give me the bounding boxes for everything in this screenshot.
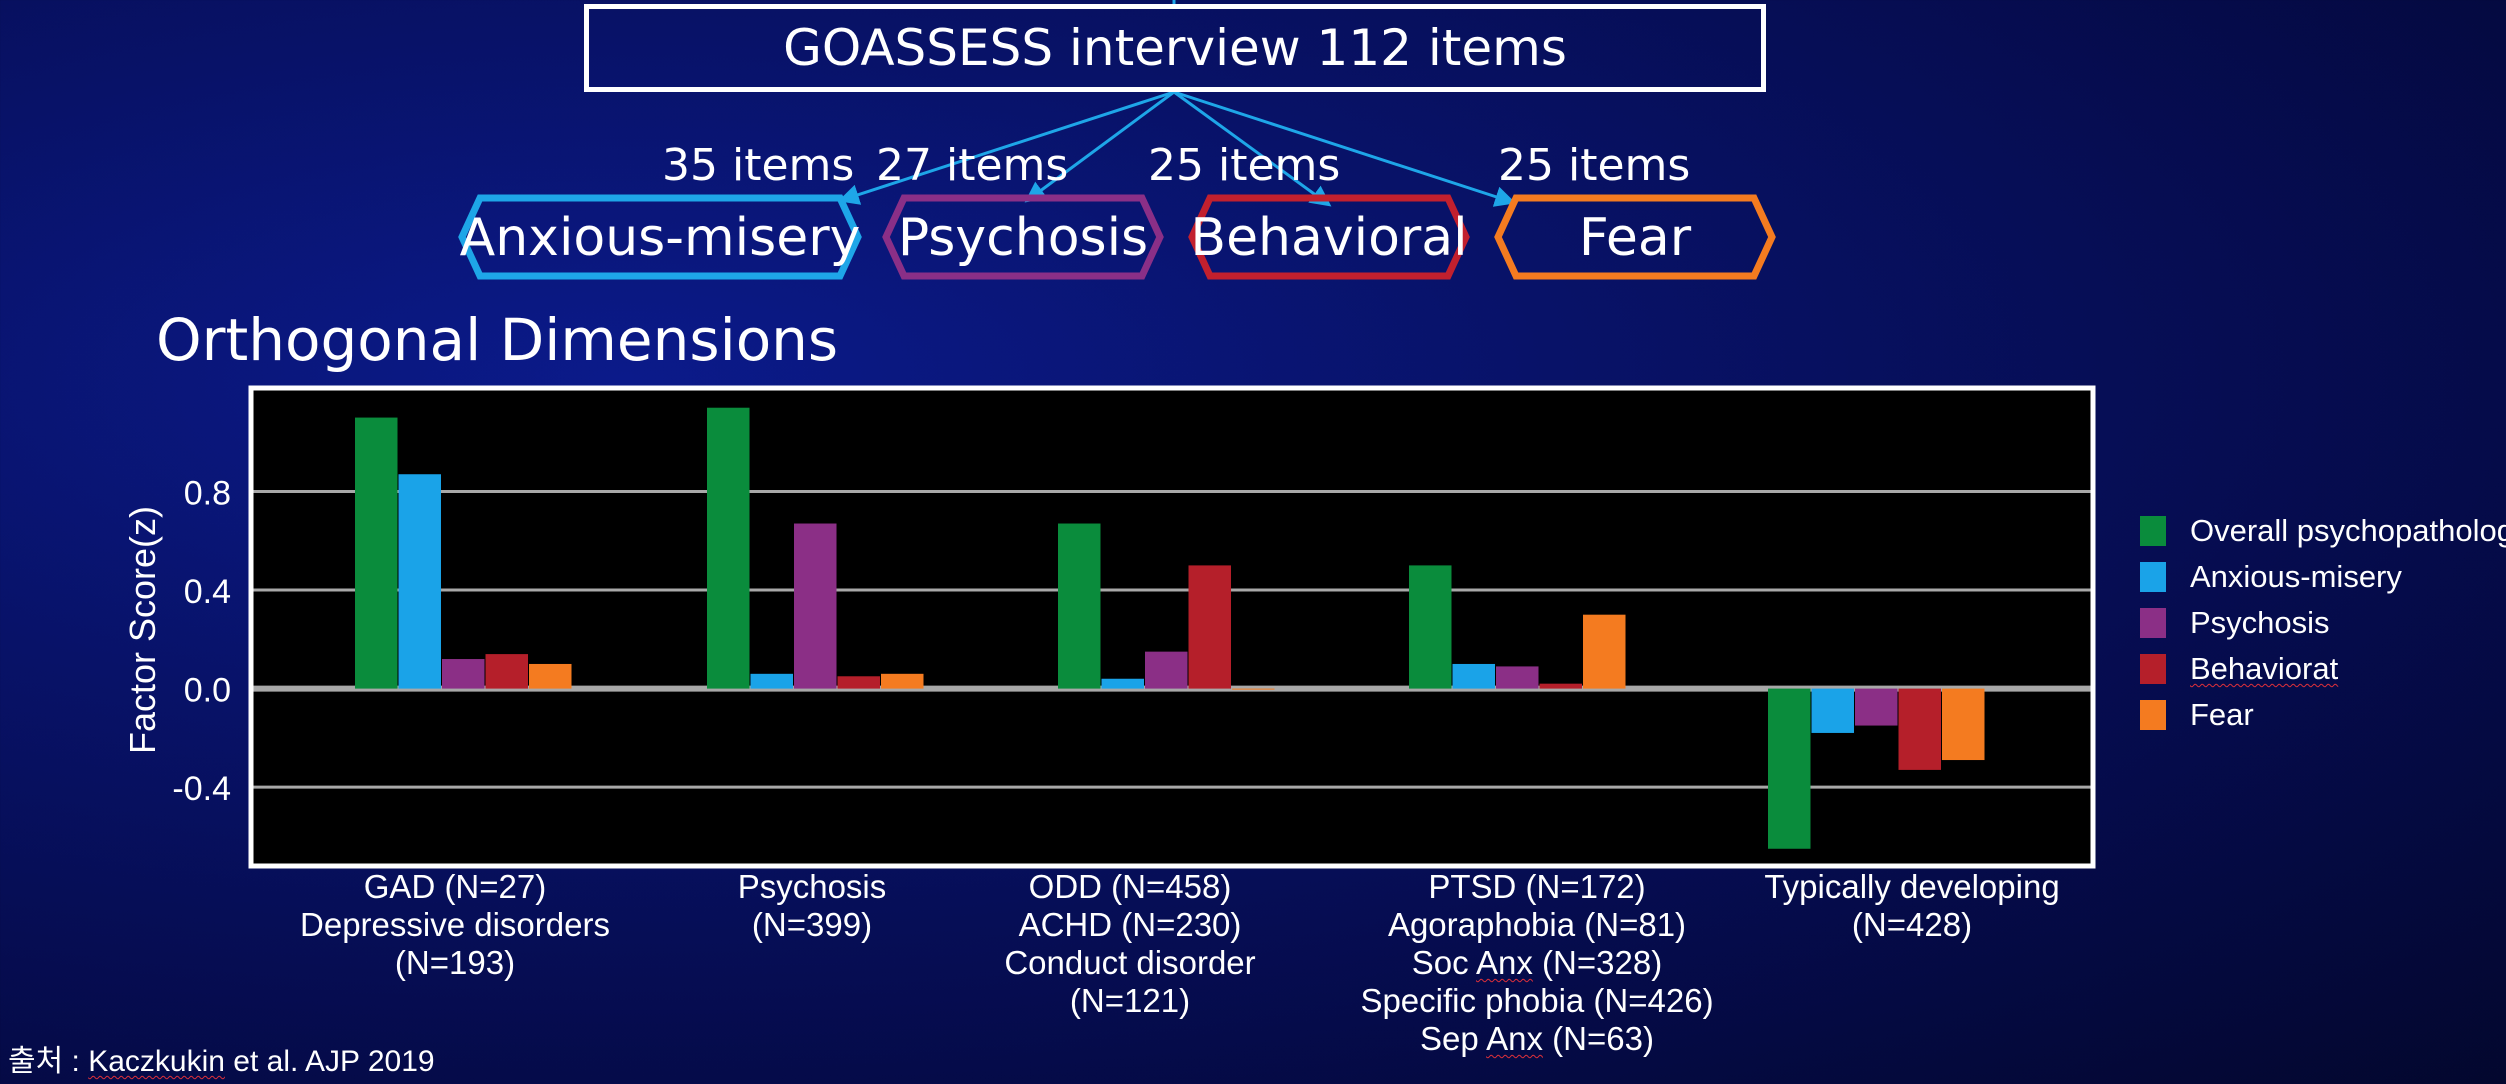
legend-item: Overall psychopathology [2140,508,2506,554]
x-category-line: (N=121) [1069,982,1191,1019]
x-category-label: GAD (N=27) Depressive disorders (N=193) [225,868,685,982]
bar [1452,663,1495,689]
count-anxious-misery: 35 items [662,140,855,191]
x-category-label: PTSD (N=172) Agoraphobia (N=81) Soc Anx (N… [1307,868,1767,1058]
legend-label: Overall psychopathology [2190,513,2506,548]
connector-arrow [838,90,1175,205]
y-tick-label: 0.8 [184,474,231,512]
bar [442,659,485,689]
x-category-line: ACHD (N=230) [1018,906,1242,943]
bar [750,673,793,689]
interview-title-box: GOASSESS interview 112 items [584,4,1766,92]
count-fear: 25 items [1498,140,1691,191]
bar [1539,683,1582,689]
legend-label: Behaviorat [2190,651,2339,686]
bar [1496,666,1539,689]
connector-arrows [838,0,1516,207]
bar [794,523,837,689]
x-category-line: Depressive disorders [300,906,610,943]
x-category-line: Soc Anx (N=328) [1411,944,1663,981]
bar [1811,688,1854,733]
legend-swatch [2140,608,2166,638]
y-tick-label: 0.0 [184,672,231,710]
y-axis-label: Factor Score(z) [122,506,163,754]
bar [837,676,880,689]
legend-label: Anxious-misery [2190,559,2402,594]
x-category-line: (N=399) [751,906,873,943]
legend-item: Behaviorat [2140,646,2506,692]
legend-swatch [2140,654,2166,684]
source-author: Kaczkukin [88,1045,225,1078]
connector-arrow [1173,90,1332,207]
bar [1898,688,1941,770]
x-category-line: Typically developing [1764,868,2060,905]
legend-swatch [2140,700,2166,730]
connector-arrow [1024,90,1175,203]
x-category-line: (N=193) [394,944,516,981]
x-category-label: Psychosis (N=399) [582,868,1042,944]
x-category-line: Psychosis [737,868,887,905]
bar [1145,651,1188,689]
x-category-line: Sep Anx (N=63) [1420,1020,1654,1057]
legend-label: Psychosis [2190,605,2330,640]
bar [355,417,398,689]
dimension-hexagon [1188,194,1470,280]
x-category-line: GAD (N=27) [363,868,547,905]
bar [529,663,572,689]
bar [1232,688,1275,690]
connector-arrow [1173,90,1516,207]
count-behavioral: 25 items [1148,140,1341,191]
x-category-label: ODD (N=458) ACHD (N=230) Conduct disorder(… [900,868,1360,1020]
source-rest: et al. AJP 2019 [224,1045,435,1078]
dimension-hexagon [882,194,1164,280]
count-psychosis: 27 items [876,140,1069,191]
x-category-line: Agoraphobia (N=81) [1387,906,1687,943]
bar [707,407,750,689]
legend-swatch [2140,562,2166,592]
dimension-hexagon [1494,194,1776,280]
label-fear: Fear [1578,208,1692,268]
bar [485,654,528,689]
bar [1942,688,1985,761]
label-behavioral: Behavioral [1190,208,1468,268]
bar [1101,678,1144,689]
interview-title: GOASSESS interview 112 items [783,19,1567,77]
bar [1188,565,1231,689]
x-category-line: Conduct disorder [1004,944,1256,981]
x-category-line: ODD (N=458) [1028,868,1232,905]
section-title: Orthogonal Dimensions [156,306,839,374]
x-category-line: PTSD (N=172) [1428,868,1646,905]
bar [1768,688,1811,849]
bar [1058,523,1101,689]
x-category-line: Specific phobia (N=426) [1360,982,1714,1019]
bar [1409,565,1452,689]
legend-item: Anxious-misery [2140,554,2506,600]
legend-swatch [2140,516,2166,546]
label-psychosis: Psychosis [897,208,1149,268]
source-prefix: 출처 : [8,1045,89,1078]
y-tick-label: 0.4 [184,573,231,611]
plot-area [251,388,2093,866]
y-tick-label: -0.4 [172,770,231,808]
chart-legend: Overall psychopathology Anxious-misery Psy… [2140,508,2506,738]
legend-label: Fear [2190,697,2254,732]
x-category-label: Typically developing (N=428) [1682,868,2142,944]
x-category-line: (N=428) [1851,906,1973,943]
plot-border [248,385,2096,869]
bar [398,474,441,689]
bar [881,673,924,689]
bar [1583,614,1626,689]
bar [1855,688,1898,726]
legend-item: Fear [2140,692,2506,738]
source-citation: 출처 : Kaczkukin et al. AJP 2019 [8,1036,435,1080]
label-anxious-misery: Anxious-misery [459,208,861,268]
dimension-hexagons [458,194,1776,280]
legend-item: Psychosis [2140,600,2506,646]
dimension-hexagon [458,194,862,280]
